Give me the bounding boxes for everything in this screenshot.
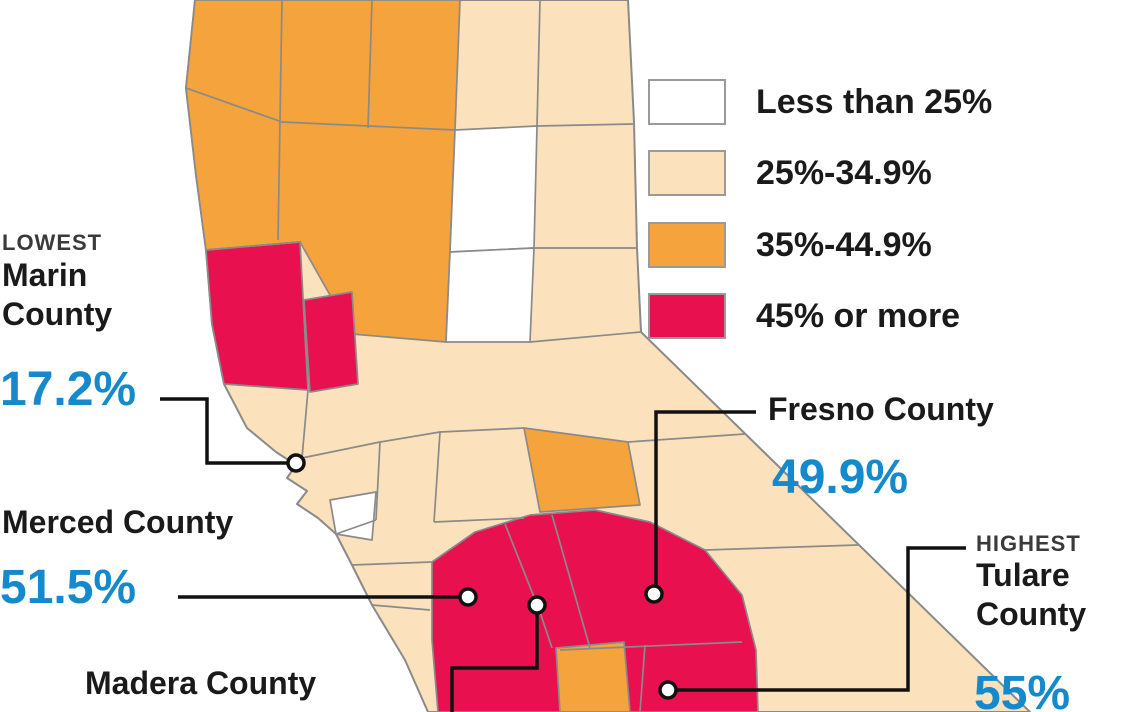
legend-swatch-35-44 (648, 222, 726, 268)
marin-tag: LOWEST (2, 230, 103, 255)
fresno-leader-line (654, 410, 756, 586)
legend-label: 35%-44.9% (756, 225, 932, 264)
marin-county-marker (286, 453, 306, 473)
callout-markers (286, 453, 678, 700)
madera-leader-line (450, 613, 539, 712)
legend-row-less-than-25: Less than 25% (648, 78, 992, 126)
legend-label: 45% or more (756, 296, 961, 335)
fresno-county-marker (644, 584, 664, 604)
tulare-name: Tulare County (976, 557, 1087, 633)
county-border-lines (185, 0, 859, 712)
white-county-2 (445, 247, 535, 343)
marin-name: Marin County (2, 257, 113, 333)
tulare-value: 55% (974, 667, 1071, 712)
orange-south-patch (555, 641, 631, 712)
legend-row-45-plus: 45% or more (648, 292, 960, 340)
fresno-name: Fresno County (768, 391, 994, 427)
white-county-3 (329, 491, 377, 541)
tulare-leader-line (676, 546, 966, 692)
legend-swatch-45-plus (648, 293, 726, 339)
legend-row-35-44: 35%-44.9% (648, 221, 932, 269)
merced-value: 51.5% (0, 561, 137, 614)
legend-label: 25%-34.9% (756, 153, 932, 192)
tulare-tag: HIGHEST (976, 531, 1081, 556)
fresno-value: 49.9% (772, 451, 909, 504)
crimson-trinity-region (303, 291, 359, 393)
merced-county-marker (458, 587, 478, 607)
merced-name: Merced County (2, 504, 234, 540)
legend-label: Less than 25% (756, 82, 993, 121)
tulare-county-marker (658, 680, 678, 700)
legend-swatch-less-than-25 (648, 79, 726, 125)
crimson-humboldt-region (205, 241, 309, 391)
madera-name: Madera County (85, 665, 317, 701)
legend-swatch-25-34 (648, 150, 726, 196)
marin-value: 17.2% (0, 363, 137, 416)
madera-county-marker (527, 595, 547, 615)
white-county-1 (449, 125, 538, 253)
legend-row-25-34: 25%-34.9% (648, 149, 932, 197)
orange-foothill-region (523, 427, 641, 513)
marin-leader-line (160, 397, 288, 465)
callout-lines (160, 397, 966, 712)
